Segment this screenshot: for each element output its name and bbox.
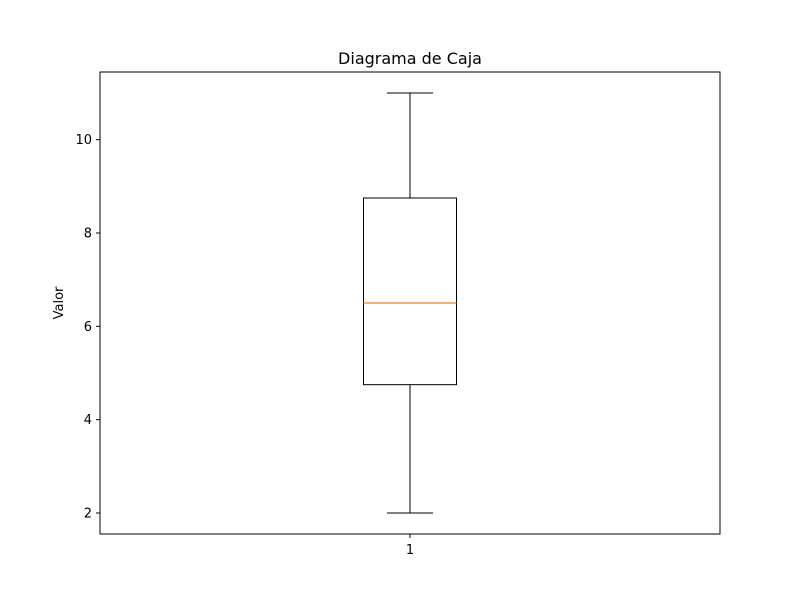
plot-area: 2 4 6 8 10 1: [75, 92, 457, 558]
y-tick-label: 4: [84, 413, 92, 428]
y-axis-label: Valor: [52, 286, 67, 319]
interquartile-box: [363, 197, 457, 386]
y-tick-label: 2: [84, 507, 92, 522]
chart-title: Diagrama de Caja: [338, 49, 482, 68]
y-tick-label: 10: [75, 133, 92, 148]
y-tick-label: 6: [84, 320, 92, 335]
y-tick-label: 8: [84, 227, 92, 242]
axes-frame: [99, 71, 721, 535]
x-tick-label: 1: [406, 543, 414, 558]
